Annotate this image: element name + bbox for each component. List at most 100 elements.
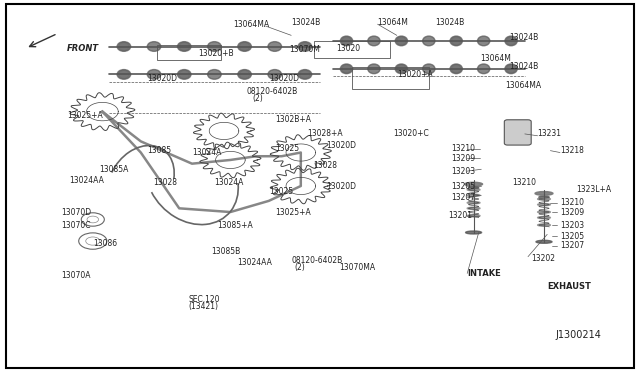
Text: 13070A: 13070A <box>61 271 91 280</box>
Text: 13207: 13207 <box>560 241 584 250</box>
Text: 13020: 13020 <box>336 44 360 53</box>
Ellipse shape <box>538 217 550 219</box>
Text: 13070D: 13070D <box>61 208 92 217</box>
Ellipse shape <box>239 42 250 51</box>
Text: 13203: 13203 <box>560 221 584 230</box>
Ellipse shape <box>538 211 550 213</box>
Text: 13024B: 13024B <box>435 18 465 27</box>
Ellipse shape <box>340 36 353 46</box>
Text: FRONT: FRONT <box>67 44 99 53</box>
Text: 13025+A: 13025+A <box>275 208 311 217</box>
Ellipse shape <box>505 64 517 74</box>
Ellipse shape <box>477 64 490 74</box>
Text: 13209: 13209 <box>451 154 476 163</box>
Ellipse shape <box>467 207 480 209</box>
Text: 13210: 13210 <box>451 144 475 153</box>
Text: 13020D: 13020D <box>326 182 356 190</box>
Ellipse shape <box>396 36 408 46</box>
Ellipse shape <box>538 224 550 226</box>
Text: 13025: 13025 <box>275 144 300 153</box>
Ellipse shape <box>298 70 312 79</box>
Ellipse shape <box>117 70 131 79</box>
Ellipse shape <box>467 189 480 191</box>
Text: 13028: 13028 <box>154 178 178 187</box>
Ellipse shape <box>300 42 310 51</box>
Ellipse shape <box>539 196 549 198</box>
Text: 08120-6402B: 08120-6402B <box>291 256 342 265</box>
Ellipse shape <box>300 70 310 78</box>
Ellipse shape <box>207 42 221 51</box>
Text: 13064MA: 13064MA <box>234 20 269 29</box>
Ellipse shape <box>465 182 483 186</box>
Text: 08120-6402B: 08120-6402B <box>246 87 298 96</box>
Text: 13020+C: 13020+C <box>394 129 429 138</box>
Ellipse shape <box>177 42 191 51</box>
Text: J1300214: J1300214 <box>556 330 602 340</box>
Text: 13085A: 13085A <box>99 165 129 174</box>
Bar <box>352 67 429 89</box>
Ellipse shape <box>368 64 380 74</box>
Text: 13024A: 13024A <box>192 148 221 157</box>
Text: 13020D: 13020D <box>147 74 177 83</box>
Text: 13210: 13210 <box>560 198 584 207</box>
Text: 13024AA: 13024AA <box>69 176 104 185</box>
Text: 13020D: 13020D <box>326 141 356 150</box>
Ellipse shape <box>538 203 550 206</box>
Text: SEC.120: SEC.120 <box>189 295 220 304</box>
Ellipse shape <box>397 37 406 45</box>
Text: 1302B+A: 1302B+A <box>275 115 311 124</box>
Ellipse shape <box>477 36 490 46</box>
Text: 13205: 13205 <box>451 182 476 190</box>
Text: (13421): (13421) <box>189 302 219 311</box>
Text: 13085: 13085 <box>147 146 172 155</box>
FancyBboxPatch shape <box>504 120 531 145</box>
Text: 1323L+A: 1323L+A <box>576 185 611 194</box>
Text: 13205: 13205 <box>560 232 584 241</box>
Text: 13085B: 13085B <box>211 247 241 256</box>
Ellipse shape <box>118 70 129 78</box>
Text: 13203: 13203 <box>451 167 476 176</box>
Ellipse shape <box>506 65 516 73</box>
Ellipse shape <box>298 42 312 51</box>
Text: (2): (2) <box>253 94 264 103</box>
Ellipse shape <box>117 42 131 51</box>
Ellipse shape <box>450 64 463 74</box>
Ellipse shape <box>535 192 553 195</box>
Bar <box>314 41 390 58</box>
Ellipse shape <box>506 37 516 45</box>
Text: 13025+A: 13025+A <box>67 111 103 120</box>
Text: 13024B: 13024B <box>291 18 321 27</box>
Ellipse shape <box>268 70 282 79</box>
Ellipse shape <box>505 36 517 46</box>
Text: 13070MA: 13070MA <box>339 263 375 272</box>
Text: 13201: 13201 <box>448 211 472 220</box>
Text: 13218: 13218 <box>560 146 584 155</box>
Text: 13024B: 13024B <box>509 62 538 71</box>
Ellipse shape <box>468 187 479 189</box>
Text: 13085+A: 13085+A <box>218 221 253 230</box>
Text: 13086: 13086 <box>93 239 117 248</box>
Ellipse shape <box>238 42 252 51</box>
Text: 13209: 13209 <box>560 208 584 217</box>
Ellipse shape <box>147 70 161 79</box>
Text: INTAKE: INTAKE <box>467 269 501 278</box>
Text: 13207: 13207 <box>451 193 476 202</box>
Text: 13020+A: 13020+A <box>397 70 433 79</box>
Ellipse shape <box>340 64 353 74</box>
Ellipse shape <box>239 70 250 78</box>
Ellipse shape <box>268 42 282 51</box>
Ellipse shape <box>238 70 252 79</box>
Text: 13028+A: 13028+A <box>307 129 343 138</box>
Ellipse shape <box>396 64 408 74</box>
Text: 13020+B: 13020+B <box>198 49 234 58</box>
Text: 13028: 13028 <box>314 161 338 170</box>
Ellipse shape <box>450 36 463 46</box>
Text: 13064MA: 13064MA <box>506 81 541 90</box>
Ellipse shape <box>177 70 191 79</box>
Text: 13210: 13210 <box>512 178 536 187</box>
Ellipse shape <box>467 202 480 204</box>
Text: 13070M: 13070M <box>289 45 320 54</box>
Text: 13024AA: 13024AA <box>237 258 271 267</box>
Ellipse shape <box>118 42 129 51</box>
Ellipse shape <box>467 194 480 196</box>
